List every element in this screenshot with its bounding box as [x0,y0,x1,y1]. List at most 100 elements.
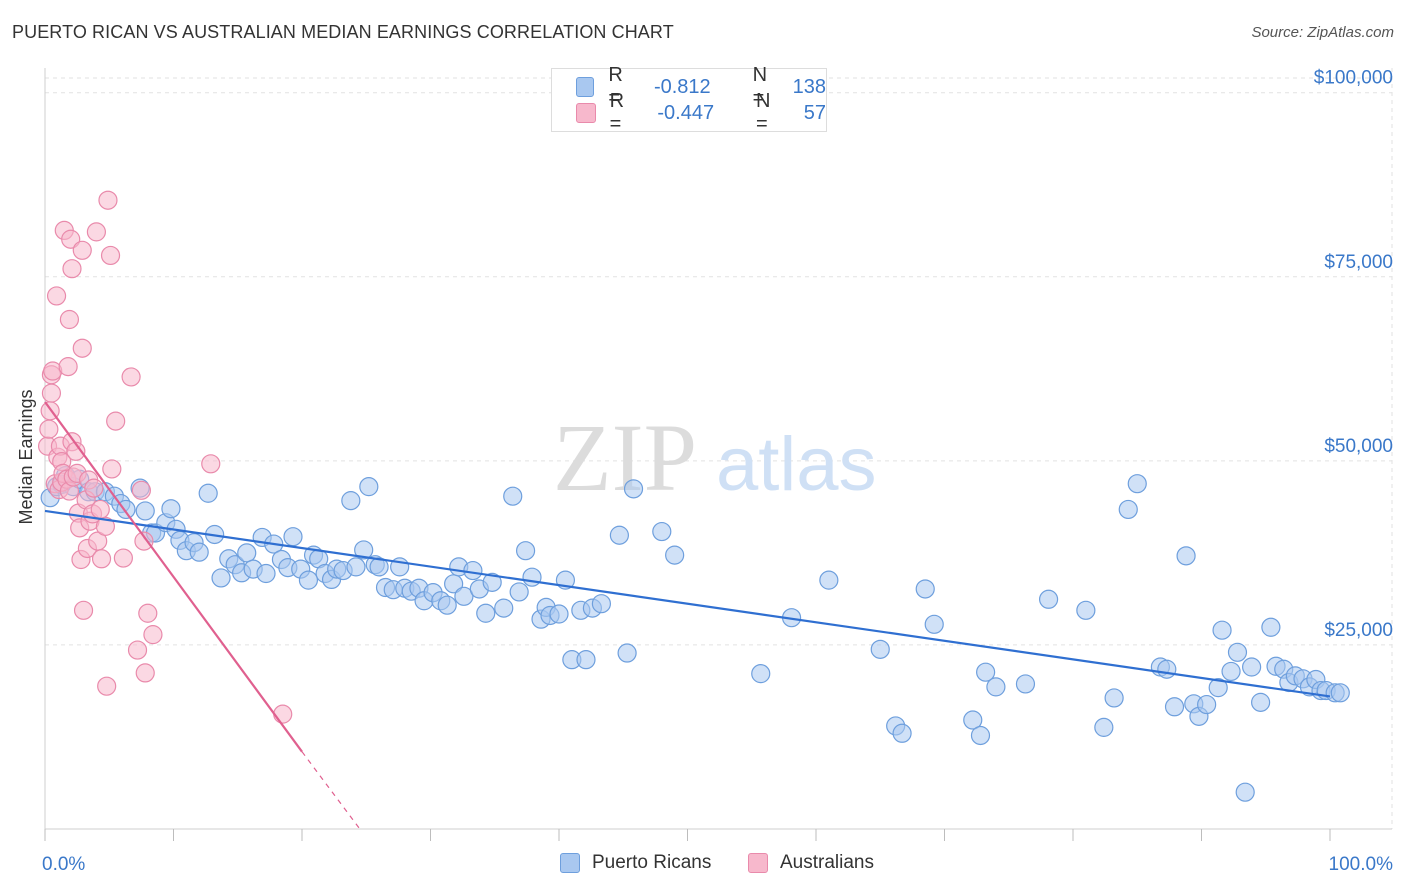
data-point-australians [95,516,115,536]
data-point-puerto-ricans [549,604,569,624]
trend-lines [44,401,1331,830]
data-point-puerto-ricans [1242,657,1262,677]
data-point-australians [91,549,112,569]
x-tick-label: 0.0% [42,854,85,875]
data-point-puerto-ricans [1251,692,1271,712]
data-point-puerto-ricans [623,479,644,499]
data-point-puerto-ricans [237,543,257,563]
data-point-puerto-ricans [509,582,529,602]
legend-r-value: -0.447 [657,101,715,124]
data-point-puerto-ricans [970,725,991,746]
legend-n-label: N = [752,64,768,109]
data-point-puerto-ricans [652,521,672,542]
data-point-puerto-ricans [298,570,319,590]
series-australians [37,190,293,724]
data-point-australians [41,383,62,403]
data-point-puerto-ricans [211,568,231,588]
data-point-puerto-ricans [1221,661,1241,682]
data-point-puerto-ricans [915,579,935,599]
legend-r-label: R = [609,90,625,135]
legend-n-value: 138 [792,75,826,98]
legend-row-australians: R = -0.447 N = 57 [552,90,827,135]
data-point-australians [138,603,158,623]
data-point-australians [59,309,80,330]
data-point-puerto-ricans [1164,697,1185,717]
bottom-legend-swatch-pink [748,853,768,873]
data-point-puerto-ricans [515,541,536,561]
watermark-zip: ZIP [553,404,697,511]
data-point-australians [39,419,59,439]
data-point-puerto-ricans [454,586,474,606]
data-point-puerto-ricans [665,545,685,565]
data-point-puerto-ricans [576,650,596,670]
data-point-puerto-ricans [283,527,303,547]
data-point-puerto-ricans [751,664,771,684]
data-point-puerto-ricans [819,570,839,590]
data-point-puerto-ricans [476,603,496,623]
data-point-australians [61,229,81,249]
data-point-puerto-ricans [609,525,629,545]
data-point-puerto-ricans [1208,678,1228,698]
data-point-australians [73,600,94,620]
data-point-puerto-ricans [482,572,502,592]
data-point-australians [131,480,151,500]
data-point-puerto-ricans [986,677,1006,697]
data-point-puerto-ricans [341,491,361,511]
data-point-australians [134,531,154,551]
data-point-puerto-ricans [591,594,612,614]
data-point-puerto-ricans [1261,617,1281,637]
data-point-australians [97,676,117,696]
data-point-australians [135,663,155,683]
data-point-puerto-ricans [1104,688,1124,708]
data-point-australians [106,411,126,431]
data-point-australians [113,548,133,568]
data-point-puerto-ricans [161,499,181,519]
data-point-puerto-ricans [1076,600,1096,620]
data-point-puerto-ricans [494,598,514,618]
data-point-puerto-ricans [346,557,366,577]
watermark-atlas: atlas [716,422,877,507]
data-point-puerto-ricans [1015,674,1036,694]
data-point-puerto-ricans [463,560,483,581]
x-tick-label: 100.0% [1329,854,1394,875]
data-point-australians [62,259,82,279]
data-point-puerto-ricans [1227,642,1248,662]
data-point-puerto-ricans [503,486,523,506]
legend-r-value: -0.812 [653,75,711,98]
legend-swatch-pink [576,103,596,123]
data-point-australians [72,338,92,358]
data-point-puerto-ricans [354,540,374,560]
data-point-puerto-ricans [892,723,912,743]
data-point-puerto-ricans [1330,683,1350,703]
data-point-puerto-ricans [1094,717,1114,737]
data-point-australians [86,222,107,242]
data-point-puerto-ricans [135,501,155,521]
grid-lines [45,68,1393,829]
y-tick-label: $50,000 [1324,436,1393,457]
data-point-puerto-ricans [369,557,389,577]
data-point-australians [127,640,148,660]
legend-n-value: 57 [798,101,827,124]
data-point-australians [201,454,221,474]
data-point-australians [100,245,121,266]
watermark: ZIP atlas [553,404,877,511]
data-point-puerto-ricans [1197,694,1217,715]
data-point-australians [84,478,104,498]
legend-r-label: R = [608,64,623,109]
data-point-puerto-ricans [1235,782,1255,802]
legend-n-label: N = [756,90,771,135]
chart-title: PUERTO RICAN VS AUSTRALIAN MEDIAN EARNIN… [12,22,674,42]
data-point-puerto-ricans [870,639,890,659]
data-point-puerto-ricans [924,614,944,634]
trend-line-puerto-ricans [44,509,1331,698]
bottom-legend-swatch-blue [560,853,580,873]
data-point-puerto-ricans [963,710,983,730]
data-point-australians [273,704,293,724]
data-point-puerto-ricans [1127,474,1147,494]
source-credit: Source: ZipAtlas.com [1251,24,1394,41]
bottom-legend-puerto-ricans: Puerto Ricans [560,852,711,874]
data-point-puerto-ricans [1038,589,1059,609]
trend-line-australians-extension [301,751,361,830]
y-tick-label: $75,000 [1324,252,1393,273]
